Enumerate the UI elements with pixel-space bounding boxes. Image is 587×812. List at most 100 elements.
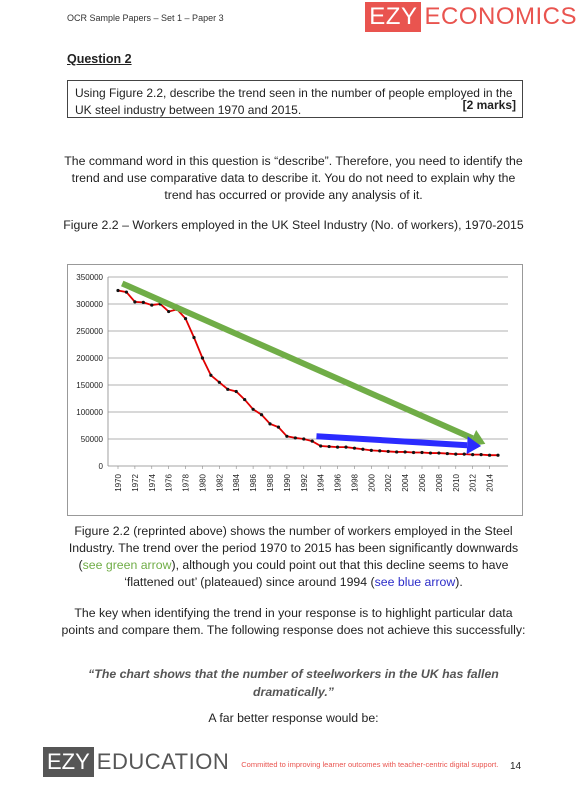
explanation-paragraph: Figure 2.2 (reprinted above) shows the n… <box>60 523 527 591</box>
ezy-economics-logo: EZY ECONOMICS <box>365 2 577 32</box>
line-chart: 0 50000 100000 150000 200000 250000 300000 3500… <box>67 264 523 516</box>
explanation-text-b: ), although you could point out that thi… <box>124 558 509 589</box>
better-response-intro: A far better response would be: <box>208 711 379 725</box>
y-tick-label: 0 <box>99 462 104 471</box>
x-tick-label: 1976 <box>165 473 174 491</box>
x-tick-label: 1998 <box>350 473 359 491</box>
y-tick-label: 150000 <box>76 381 103 390</box>
data-point <box>243 397 247 402</box>
data-point <box>183 316 188 321</box>
series-line <box>117 289 498 457</box>
data-point <box>471 453 475 457</box>
footer-tagline: Committed to improving learner outcomes … <box>241 759 499 769</box>
x-tick-label: 1972 <box>131 473 140 491</box>
data-point <box>369 448 373 452</box>
x-tick-label: 1974 <box>148 473 157 491</box>
y-tick-label: 250000 <box>76 327 103 336</box>
data-point <box>133 300 137 304</box>
data-point <box>454 452 458 456</box>
explanation-text-c: ). <box>455 575 463 589</box>
data-point <box>116 288 120 293</box>
data-point <box>251 407 255 411</box>
data-point <box>361 447 365 451</box>
data-point <box>200 356 205 360</box>
logo-box-text: EZY <box>365 2 422 32</box>
x-tick-label: 2010 <box>452 473 461 491</box>
x-tick-label: 2012 <box>469 473 478 491</box>
key-paragraph: The key when identifying the trend in yo… <box>61 606 526 637</box>
y-tick-label: 200000 <box>76 354 103 363</box>
data-point <box>403 450 407 454</box>
data-point <box>395 450 399 454</box>
explanation-text-a: Figure 2.2 (reprinted above) shows the n… <box>68 524 519 572</box>
data-point <box>124 290 129 294</box>
data-point <box>496 453 500 457</box>
data-point <box>234 389 238 394</box>
data-point <box>479 453 483 457</box>
data-point <box>276 425 281 429</box>
x-tick-label: 1978 <box>182 473 191 491</box>
x-tick-label: 1982 <box>215 473 224 491</box>
x-tick-label: 1988 <box>266 473 275 491</box>
data-point <box>487 453 492 457</box>
data-point <box>167 309 171 314</box>
data-point <box>411 450 416 455</box>
data-point <box>378 449 382 453</box>
question-text: Using Figure 2.2, describe the trend see… <box>75 86 513 117</box>
data-point <box>141 300 145 304</box>
data-point <box>420 450 424 455</box>
x-tick-label: 1970 <box>114 473 123 491</box>
x-tick-label: 2008 <box>435 473 444 491</box>
x-tick-label: 1994 <box>317 473 326 491</box>
figure-caption: Figure 2.2 – Workers employed in the UK … <box>63 218 524 232</box>
question-marks: [2 marks] <box>462 98 516 112</box>
y-tick-label: 350000 <box>76 273 103 282</box>
weak-response-quote: “The chart shows that the number of stee… <box>88 667 499 699</box>
y-tick-label: 300000 <box>76 300 103 309</box>
footer-logo-word: EDUCATION <box>96 749 230 774</box>
x-tick-label: 2002 <box>384 473 393 491</box>
question-box: Using Figure 2.2, describe the trend see… <box>67 80 523 118</box>
x-tick-label: 2006 <box>418 473 427 491</box>
data-point <box>226 387 230 391</box>
data-point <box>319 444 323 448</box>
data-point <box>268 422 272 426</box>
data-point <box>386 449 390 454</box>
x-tick-label: 1984 <box>232 473 241 491</box>
question-title: Question 2 <box>67 52 132 66</box>
data-point <box>462 452 466 456</box>
logo-word-text: ECONOMICS <box>424 3 577 30</box>
data-point <box>428 451 433 455</box>
y-tick-label: 50000 <box>81 435 104 444</box>
data-point <box>150 303 154 307</box>
y-tick-label: 100000 <box>76 408 103 417</box>
data-point <box>352 446 357 450</box>
blue-trend-arrow <box>316 433 468 449</box>
intro-paragraph: The command word in this question is “de… <box>64 154 523 202</box>
x-tick-label: 1990 <box>283 473 292 491</box>
green-trend-arrow <box>121 280 474 441</box>
data-point <box>445 451 449 456</box>
data-point <box>259 413 264 417</box>
blue-arrow-head <box>466 436 482 455</box>
data-point <box>344 445 348 449</box>
data-point <box>437 451 441 455</box>
x-tick-label: 2000 <box>367 473 376 491</box>
green-arrow-reference: see green arrow <box>82 558 172 572</box>
data-point <box>310 439 314 443</box>
x-tick-label: 1980 <box>198 473 207 491</box>
blue-arrow-reference: see blue arrow <box>374 575 456 589</box>
x-tick-label: 2014 <box>486 473 495 491</box>
data-point <box>327 444 331 449</box>
data-point <box>285 434 289 438</box>
footer: EZY EDUCATION Committed to improving lea… <box>43 747 498 777</box>
page-number: 14 <box>510 761 522 772</box>
x-tick-label: 1986 <box>249 473 258 491</box>
document-header-title: OCR Sample Papers – Set 1 – Paper 3 <box>67 13 224 23</box>
data-point <box>209 373 213 377</box>
data-point <box>192 335 196 340</box>
footer-logo-box: EZY <box>43 747 94 777</box>
data-point <box>335 445 340 449</box>
x-tick-label: 2004 <box>401 473 410 491</box>
data-point <box>302 437 306 441</box>
